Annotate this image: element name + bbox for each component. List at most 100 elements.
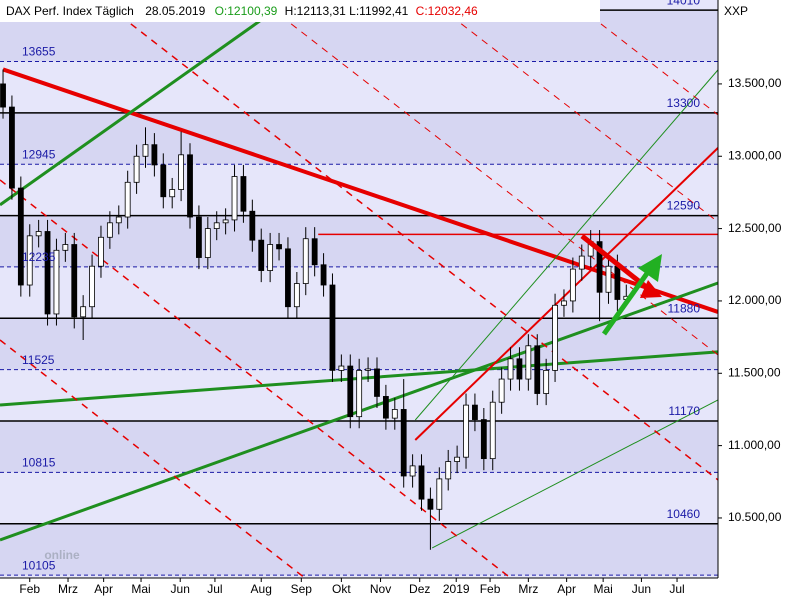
candle-body	[534, 345, 541, 394]
level-label: 13655	[22, 45, 56, 59]
candle-body	[178, 154, 185, 190]
watermark: online	[44, 548, 80, 562]
candle-body	[498, 378, 505, 403]
candle-body	[454, 456, 461, 462]
x-tick-label: 2019	[443, 582, 470, 596]
y-tick-label: 13.000,00	[728, 148, 782, 162]
candle-body	[240, 176, 247, 212]
candle-body	[516, 358, 523, 380]
candle-body	[596, 241, 603, 293]
candle-body	[35, 231, 42, 237]
candle-body	[347, 365, 354, 418]
level-band	[0, 523, 718, 576]
candle-body	[569, 268, 576, 302]
x-tick-label: Mai	[593, 582, 612, 596]
x-tick-label: Okt	[332, 582, 351, 596]
candle-body	[605, 265, 612, 293]
candle-body	[267, 244, 274, 271]
candle-body	[445, 461, 452, 480]
x-tick-label: Mrz	[58, 582, 78, 596]
header: DAX Perf. Index Täglich 28.05.2019 O:121…	[6, 4, 478, 18]
candle-body	[365, 368, 371, 371]
level-label: 12235	[22, 250, 56, 264]
x-tick-label: Mai	[131, 582, 150, 596]
y-tick-label: 10.500,00	[728, 510, 782, 524]
candle-body	[480, 419, 487, 460]
candle-body	[187, 154, 193, 218]
level-label: 10105	[22, 558, 56, 572]
x-tick-label: Jun	[632, 582, 651, 596]
green-arrow	[601, 270, 651, 336]
level-label: 14010	[667, 0, 701, 7]
green-arrow-head	[638, 254, 662, 282]
candle-body	[614, 265, 621, 300]
candle-body	[0, 83, 6, 108]
candle-body	[400, 409, 407, 477]
candle-body	[552, 304, 558, 371]
candle-body	[106, 222, 113, 238]
candle-body	[302, 238, 309, 284]
candle-body	[204, 228, 211, 258]
x-tick-label: Apr	[557, 582, 576, 596]
trend-line	[430, 0, 719, 223]
x-tick-label: Apr	[94, 582, 113, 596]
candle-body	[418, 465, 425, 500]
candle-body	[391, 409, 398, 419]
y-tick-label: 12.500,00	[728, 221, 782, 235]
candle-body	[196, 216, 202, 258]
trend-line	[99, 0, 719, 481]
candle-body	[285, 248, 291, 308]
y-tick-label: 11.000,00	[728, 438, 781, 452]
trend-line	[414, 147, 719, 441]
candle-body	[44, 231, 51, 315]
symbol: XXP	[724, 4, 748, 18]
x-tick-label: Aug	[251, 582, 272, 596]
candle-body	[249, 210, 256, 241]
candle-body	[276, 244, 282, 250]
header-date: 28.05.2019	[145, 4, 205, 18]
level-label: 12945	[22, 147, 56, 161]
candle-body	[356, 369, 363, 418]
axis-background	[718, 0, 800, 600]
x-tick-label: Feb	[19, 582, 40, 596]
candle-body	[26, 235, 33, 286]
candle-body	[507, 358, 514, 380]
red-arrow-head	[640, 280, 662, 298]
candle-body	[436, 478, 443, 510]
x-tick-label: Jun	[171, 582, 190, 596]
x-tick-label: Nov	[370, 582, 391, 596]
x-tick-label: Jul	[669, 582, 684, 596]
candle-body	[9, 106, 15, 189]
candle-body	[293, 283, 300, 308]
candle-body	[329, 284, 336, 371]
trend-line	[0, 179, 512, 579]
candle-body	[525, 345, 532, 380]
x-tick-label: Feb	[480, 582, 501, 596]
candle-body	[133, 155, 140, 183]
candle-body	[124, 181, 131, 218]
candle-body	[382, 396, 389, 419]
level-label: 11880	[668, 301, 701, 315]
y-tick-label: 13.500,00	[728, 76, 782, 90]
candle-body	[71, 244, 78, 318]
level-band	[0, 421, 718, 473]
header-open: O:12100,39	[215, 4, 278, 18]
candle-body	[98, 236, 104, 267]
x-tick-label: Jul	[207, 582, 222, 596]
candle-body	[142, 144, 149, 157]
level-label: 13300	[667, 96, 701, 110]
candle-body	[409, 465, 416, 477]
candle-body	[427, 498, 434, 510]
trend-line	[0, 13, 270, 207]
candle-body	[169, 189, 176, 198]
candle-body	[62, 244, 69, 251]
x-tick-label: Sep	[291, 582, 313, 596]
candle-body	[80, 306, 87, 318]
candle-body	[463, 404, 469, 458]
candle-body	[160, 164, 167, 198]
candle-body	[320, 264, 327, 286]
candle-body	[472, 404, 478, 420]
trend-line	[431, 399, 719, 549]
candle-body	[543, 369, 550, 394]
